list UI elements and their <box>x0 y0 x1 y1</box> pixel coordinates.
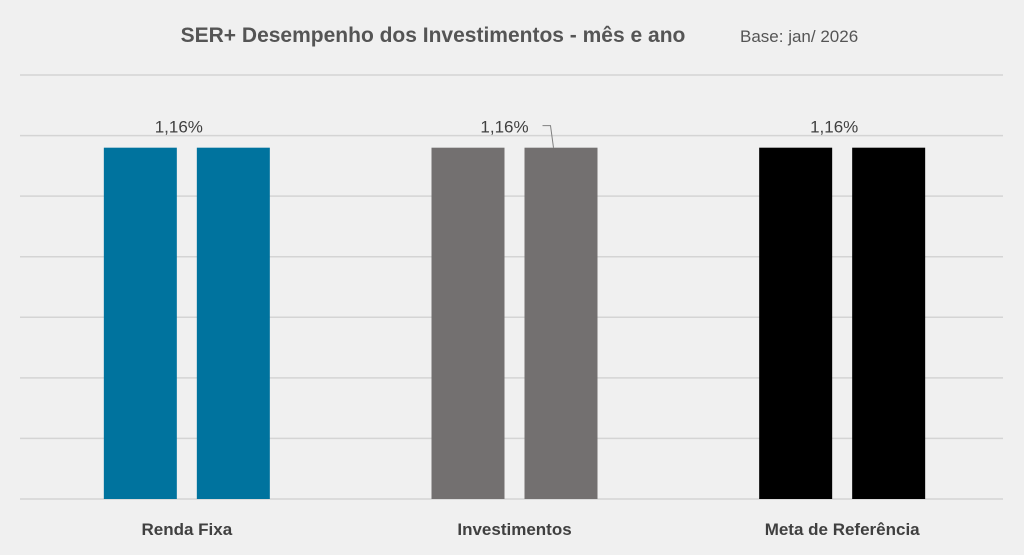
bar <box>103 147 177 499</box>
chart-subtitle: Base: jan/ 2026 <box>740 27 858 46</box>
category-labels: Renda Fixa Investimentos Meta de Referênci… <box>141 520 920 539</box>
bar <box>759 147 833 499</box>
data-labels: 1,16% 1,16% 1,16% <box>155 118 858 148</box>
category-label: Meta de Referência <box>765 520 920 539</box>
gridlines <box>20 74 1003 500</box>
label-leader-line <box>542 125 554 148</box>
bar <box>852 147 926 499</box>
data-label: 1,16% <box>810 118 858 137</box>
bars <box>103 147 926 499</box>
category-label: Renda Fixa <box>141 520 232 539</box>
chart-title: SER+ Desempenho dos Investimentos - mês … <box>181 24 686 47</box>
data-label: 1,16% <box>480 118 528 137</box>
data-label: 1,16% <box>155 118 203 137</box>
bar <box>524 147 598 499</box>
bar <box>196 147 270 499</box>
bar <box>431 147 505 499</box>
category-label: Investimentos <box>457 520 571 539</box>
